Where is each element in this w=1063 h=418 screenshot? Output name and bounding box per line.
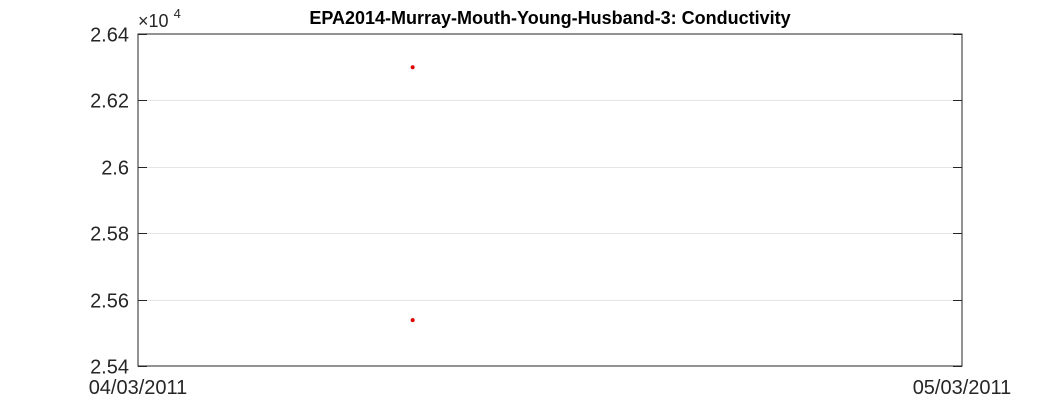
y-tick-label: 2.56 — [90, 291, 129, 313]
chart-title: EPA2014-Murray-Mouth-Young-Husband-3: Co… — [309, 8, 790, 28]
y-axis-exponent-label: ×10 4 — [138, 6, 181, 31]
exponent-power: 4 — [174, 6, 181, 21]
y-tick-label: 2.58 — [90, 224, 129, 246]
axis-ticks — [137, 34, 963, 367]
grid-lines — [138, 100, 962, 301]
y-tick-label: 2.64 — [90, 25, 129, 47]
tick-labels: 2.54 2.56 2.58 2.6 2.62 2.64 04/03/2011 05/03/2… — [89, 25, 1012, 400]
data-point — [410, 65, 415, 70]
data-point — [410, 318, 415, 323]
svg-text:×10 4: ×10 4 — [138, 6, 181, 31]
plot-frame — [137, 33, 963, 367]
x-tick-label: 05/03/2011 — [913, 377, 1012, 399]
data-points — [410, 65, 415, 323]
x-tick-label: 04/03/2011 — [89, 377, 188, 399]
y-tick-label: 2.62 — [90, 91, 129, 113]
exponent-base: ×10 — [138, 11, 169, 31]
y-tick-label: 2.54 — [90, 357, 129, 379]
y-tick-label: 2.6 — [101, 158, 129, 180]
